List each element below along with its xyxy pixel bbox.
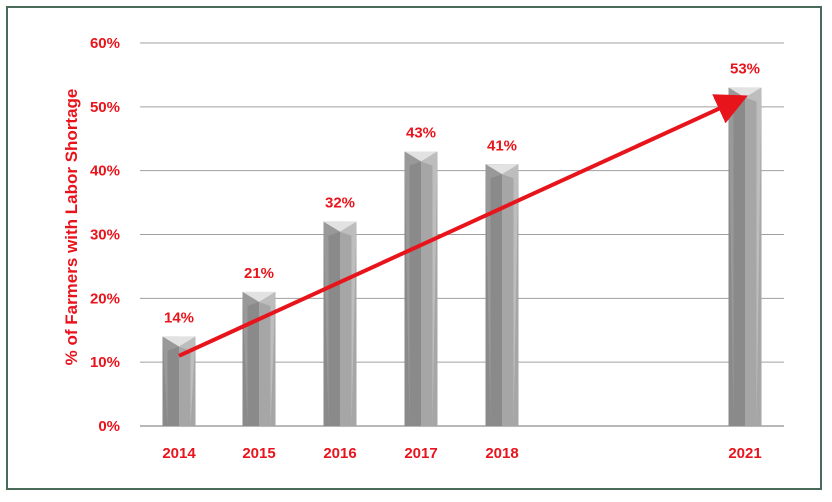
bar-bevel-left — [162, 336, 179, 426]
y-tick-label: 40% — [90, 163, 120, 180]
trend-arrow-group — [178, 94, 748, 358]
bar-bevel-right — [502, 164, 519, 427]
bar-bevel-right — [259, 291, 276, 426]
data-labels: 14% 21% 32% 43% 41% 53% — [164, 61, 760, 327]
y-tick-label: 20% — [90, 290, 120, 307]
bar-bevel-top — [162, 336, 196, 347]
trend-arrow — [178, 94, 748, 358]
data-label: 43% — [406, 125, 436, 142]
x-axis-ticks: 2014 2015 2016 2017 2018 2021 — [162, 445, 761, 462]
bar-bevel-right — [179, 336, 196, 426]
bar-bevel-top — [728, 87, 762, 98]
y-axis-ticks: 0% 10% 20% 30% 40% 50% 60% — [90, 35, 120, 435]
data-label: 41% — [487, 137, 517, 154]
bar-bevel-left — [485, 164, 502, 427]
bar-bevel-top — [323, 221, 357, 232]
y-tick-label: 50% — [90, 99, 120, 116]
x-tick-label: 2017 — [404, 445, 437, 462]
bar-bevel-right — [340, 221, 357, 426]
x-tick-label: 2016 — [323, 445, 356, 462]
bar-2017 — [404, 151, 438, 426]
x-tick-label: 2018 — [485, 445, 518, 462]
bar-2014 — [162, 336, 196, 426]
bar-bevel-top — [485, 164, 519, 175]
bar-bevel-top — [404, 151, 438, 162]
grid-lines — [140, 42, 784, 427]
y-tick-label: 60% — [90, 35, 120, 52]
bar-2021 — [728, 87, 762, 426]
bar-bevel-left — [728, 87, 745, 426]
data-label: 21% — [244, 265, 274, 282]
bar-bevel-top — [242, 291, 276, 302]
bar-bevel-left — [404, 151, 421, 426]
bar-2018 — [485, 164, 519, 427]
y-tick-label: 30% — [90, 227, 120, 244]
bar-bevel-right — [745, 87, 762, 426]
data-label: 32% — [325, 195, 355, 212]
bars — [162, 87, 762, 427]
x-tick-label: 2014 — [162, 445, 196, 462]
y-tick-label: 0% — [98, 418, 120, 435]
bar-2016 — [323, 221, 357, 426]
x-tick-label: 2015 — [242, 445, 275, 462]
bar-bevel-right — [421, 151, 438, 426]
data-label: 53% — [730, 61, 760, 78]
data-label: 14% — [164, 310, 194, 327]
bar-bevel-left — [323, 221, 340, 426]
x-tick-label: 2021 — [728, 445, 761, 462]
y-tick-label: 10% — [90, 354, 120, 371]
y-axis-label: % of Farmers with Labor Shortage — [62, 89, 81, 366]
